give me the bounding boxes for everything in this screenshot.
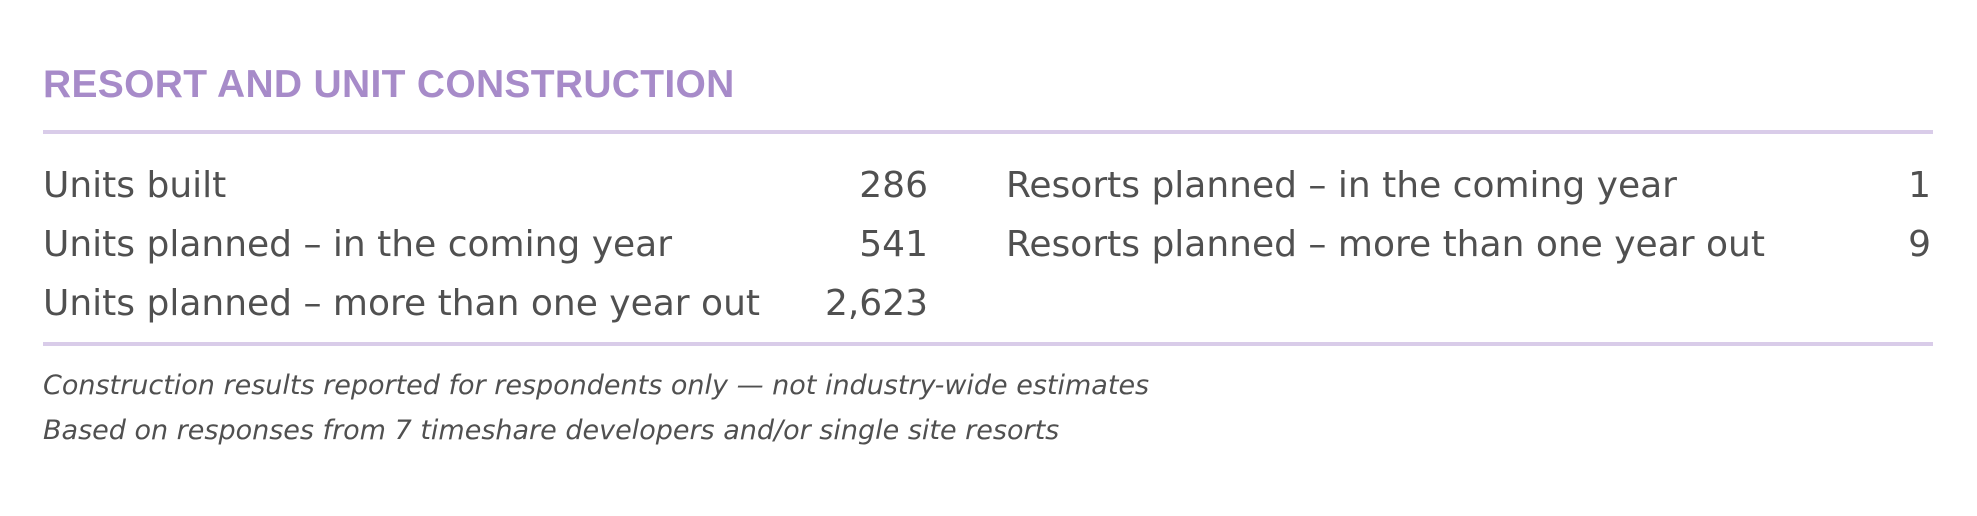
stat-value: 9	[1908, 224, 1931, 265]
footnote-respondents: Construction results reported for respon…	[43, 370, 1150, 401]
stat-value: 1	[1908, 165, 1931, 206]
stat-label: Resorts planned – more than one year out	[1006, 224, 1765, 265]
stat-row-units-built: Units built 286	[43, 156, 928, 215]
stat-row-resorts-planned-coming-year: Resorts planned – in the coming year 1	[1006, 156, 1931, 215]
stat-row-resorts-planned-beyond-year: Resorts planned – more than one year out…	[1006, 215, 1931, 274]
stat-value: 286	[859, 165, 928, 206]
units-stats: Units built 286 Units planned – in the c…	[43, 156, 928, 333]
stat-row-units-planned-beyond-year: Units planned – more than one year out 2…	[43, 274, 928, 333]
resorts-stats: Resorts planned – in the coming year 1 R…	[1006, 156, 1931, 274]
stat-value: 541	[859, 224, 928, 265]
stat-label: Units planned – more than one year out	[43, 283, 761, 324]
section-title: RESORT AND UNIT CONSTRUCTION	[43, 63, 735, 106]
stat-label: Resorts planned – in the coming year	[1006, 165, 1677, 206]
stat-row-units-planned-coming-year: Units planned – in the coming year 541	[43, 215, 928, 274]
stat-label: Units built	[43, 165, 227, 206]
top-divider	[43, 130, 1933, 134]
bottom-divider	[43, 342, 1933, 346]
stat-value: 2,623	[824, 283, 928, 324]
footnotes: Construction results reported for respon…	[43, 363, 1933, 453]
stat-label: Units planned – in the coming year	[43, 224, 673, 265]
footnote-sample-size: Based on responses from 7 timeshare deve…	[43, 415, 1060, 446]
